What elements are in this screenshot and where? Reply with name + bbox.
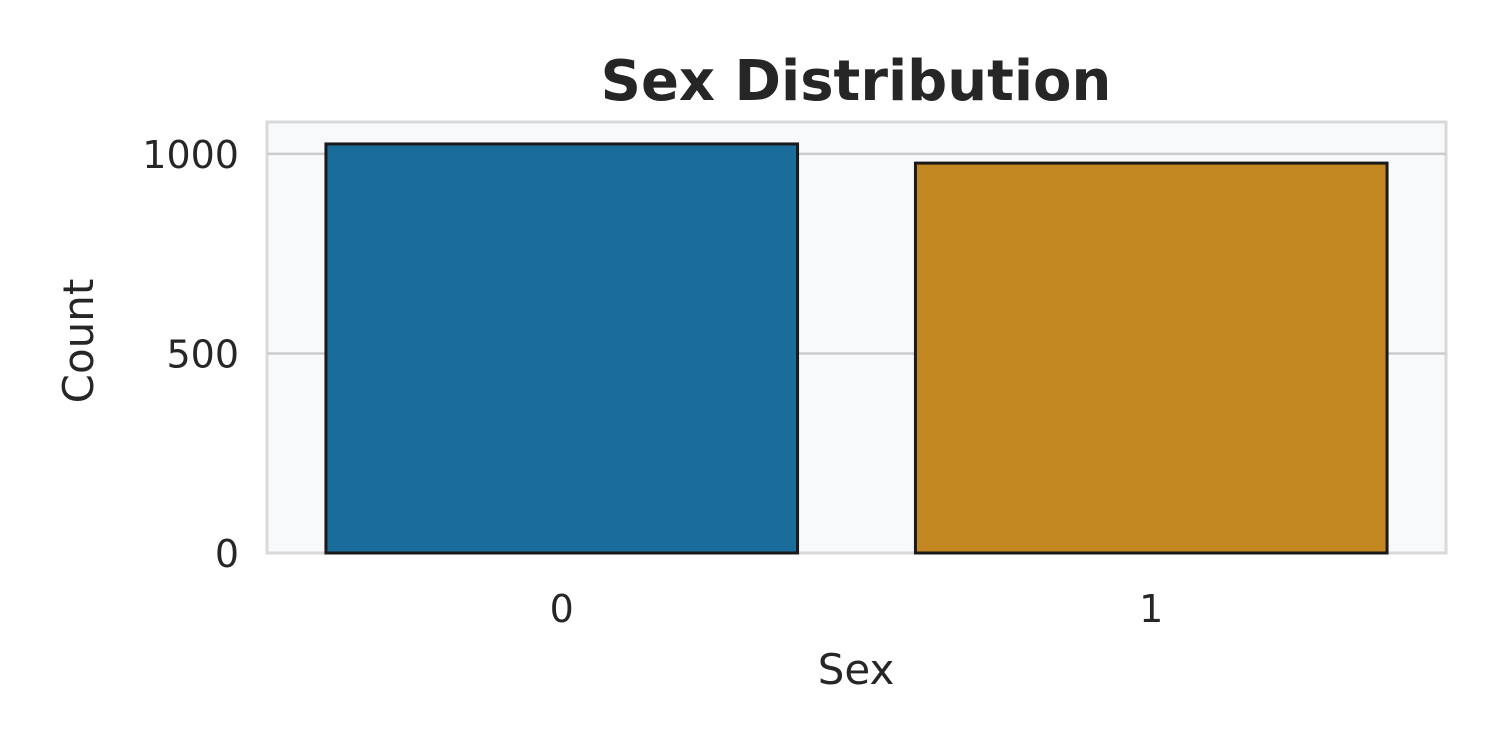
bar-1: [913, 161, 1389, 555]
y-tick-label: 1000: [142, 133, 239, 177]
x-tick-label: 1: [1139, 587, 1163, 631]
bar-0: [324, 142, 800, 555]
chart-title: Sex Distribution: [601, 49, 1112, 114]
x-axis-label: Sex: [818, 645, 895, 694]
y-tick-labels: 0 500 1000: [142, 133, 239, 576]
y-axis-label: Count: [54, 279, 103, 404]
y-tick-label: 500: [166, 332, 239, 376]
x-tick-label: 0: [550, 587, 574, 631]
y-tick-label: 0: [215, 532, 239, 576]
bars: [324, 142, 1389, 555]
